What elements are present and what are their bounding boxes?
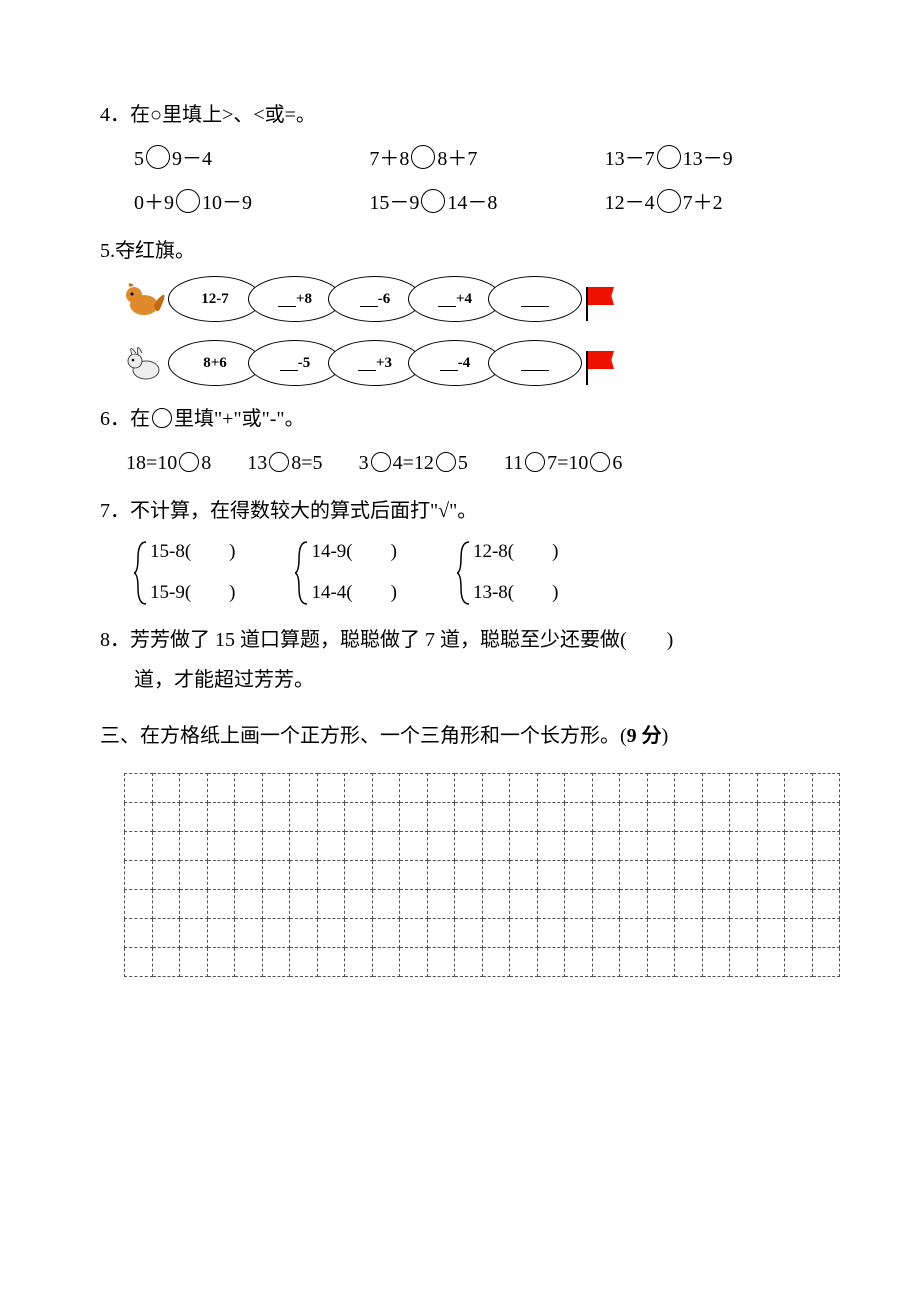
q7-groups: 15-8( ) 15-9( ) 14-9( ) 14-4( ) 12-8( ) … <box>134 538 840 607</box>
oval[interactable] <box>488 276 582 322</box>
rabbit-icon <box>120 343 166 383</box>
q6-d[interactable]: 117=106 <box>504 448 623 478</box>
brace-icon <box>457 540 473 606</box>
q4-r2-a[interactable]: 0＋910－9 <box>134 188 369 218</box>
q4-row1: 59－4 7＋88＋7 13－713－9 <box>134 144 840 174</box>
q7-item[interactable]: 14-9( ) <box>311 538 396 567</box>
q5: 5.夺红旗。 12-7▸ +8▸ -6▸ +4▸ 8+6▸ -5▸ +3▸ -4… <box>100 236 840 386</box>
q4-r1-c[interactable]: 13－713－9 <box>605 144 840 174</box>
q5-chain1: 12-7▸ +8▸ -6▸ +4▸ <box>120 276 840 322</box>
points: 9 分 <box>627 725 662 747</box>
q4: 4．在○里填上>、<或=。 59－4 7＋88＋7 13－713－9 0＋910… <box>100 100 840 218</box>
q6-a[interactable]: 18=108 <box>126 448 211 478</box>
q6-b[interactable]: 138=5 <box>247 448 322 478</box>
q8-line2: 道，才能超过芳芳。 <box>134 665 840 695</box>
q4-row2: 0＋910－9 15－914－8 12－47＋2 <box>134 188 840 218</box>
q4-r2-c[interactable]: 12－47＋2 <box>605 188 840 218</box>
q7: 7．不计算，在得数较大的算式后面打"√"。 15-8( ) 15-9( ) 14… <box>100 496 840 607</box>
q5-title: 5.夺红旗。 <box>100 236 840 266</box>
q7-g1: 15-8( ) 15-9( ) <box>134 538 235 607</box>
q4-r2-b[interactable]: 15－914－8 <box>369 188 604 218</box>
q7-item[interactable]: 15-8( ) <box>150 538 235 567</box>
q4-r1-a[interactable]: 59－4 <box>134 144 369 174</box>
q4-title: 4．在○里填上>、<或=。 <box>100 100 840 130</box>
q7-item[interactable]: 15-9( ) <box>150 579 235 608</box>
q8-line1: 8．芳芳做了 15 道口算题，聪聪做了 7 道，聪聪至少还要做( ) <box>100 625 840 655</box>
q7-item[interactable]: 14-4( ) <box>311 579 396 608</box>
brace-icon <box>134 540 150 606</box>
q5-chain2: 8+6▸ -5▸ +3▸ -4▸ <box>120 340 840 386</box>
drawing-grid[interactable] <box>124 773 840 977</box>
q7-item[interactable]: 13-8( ) <box>473 579 558 608</box>
q7-g2: 14-9( ) 14-4( ) <box>295 538 396 607</box>
q4-r1-b[interactable]: 7＋88＋7 <box>369 144 604 174</box>
q6: 6．在里填"+"或"-"。 18=108 138=5 34=125 117=10… <box>100 404 840 478</box>
q6-c[interactable]: 34=125 <box>359 448 468 478</box>
squirrel-icon <box>120 279 166 319</box>
oval[interactable] <box>488 340 582 386</box>
q8: 8．芳芳做了 15 道口算题，聪聪做了 7 道，聪聪至少还要做( ) 道，才能超… <box>100 625 840 695</box>
flag-icon <box>586 351 614 375</box>
q6-title: 6．在里填"+"或"-"。 <box>100 404 840 434</box>
brace-icon <box>295 540 311 606</box>
q6-items: 18=108 138=5 34=125 117=106 <box>126 448 840 478</box>
q7-title: 7．不计算，在得数较大的算式后面打"√"。 <box>100 496 840 526</box>
q7-item[interactable]: 12-8( ) <box>473 538 558 567</box>
section3-title: 三、在方格纸上画一个正方形、一个三角形和一个长方形。(9 分) <box>100 721 840 751</box>
q7-g3: 12-8( ) 13-8( ) <box>457 538 558 607</box>
flag-icon <box>586 287 614 311</box>
